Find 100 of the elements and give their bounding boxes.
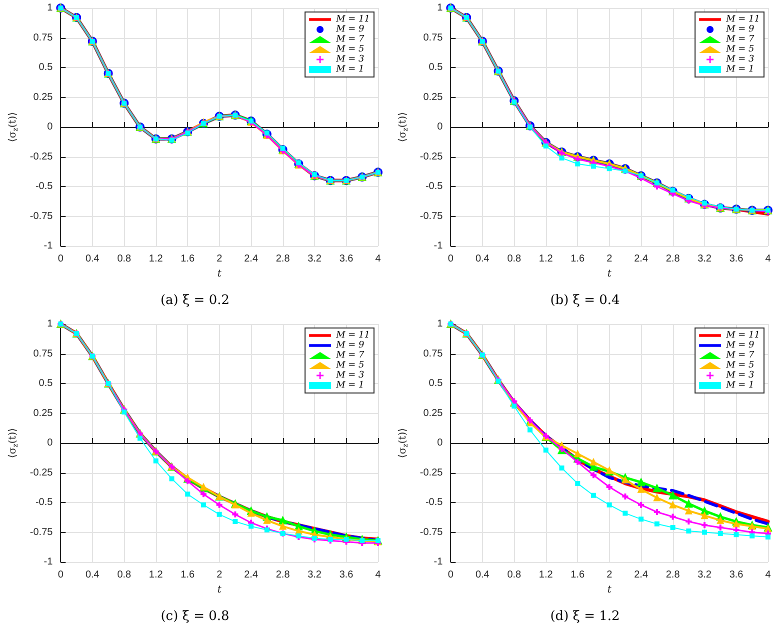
x-axis-title: t [607, 268, 612, 280]
y-tick-label: 0.25 [423, 92, 444, 103]
y-tick-label: 0 [47, 438, 54, 448]
x-tick-label: 0 [58, 254, 64, 264]
y-tick-label: 0.25 [33, 408, 54, 419]
x-tick-label: 0.4 [475, 570, 490, 580]
x-tick-label: 3.2 [308, 570, 322, 580]
x-tick-label: 1.6 [570, 254, 586, 264]
y-tick-label: 0.5 [428, 62, 444, 73]
y-tick-label: 0.5 [428, 378, 444, 389]
x-tick-label: 1.2 [148, 570, 164, 580]
legend-label: M = 1 [335, 64, 364, 74]
y-tick-label: -0.5 [35, 181, 54, 192]
legend-label: M = 7 [335, 350, 365, 360]
x-axis-title: t [607, 584, 612, 596]
y-tick-label: 0.75 [33, 348, 54, 360]
x-tick-label: 2.4 [634, 254, 648, 264]
y-tick-label: -1 [434, 240, 444, 252]
x-tick-label: 2 [216, 570, 223, 580]
x-tick-label: 2.4 [244, 570, 258, 580]
legend-label: M = 5 [335, 360, 365, 370]
x-tick-label: 0.4 [85, 254, 100, 264]
y-tick-label: -0.25 [30, 151, 54, 162]
legend-label: M = 1 [725, 380, 754, 390]
x-tick-label: 0 [448, 570, 454, 580]
legend-label: M = 7 [725, 350, 755, 360]
legend-label: M = 11 [725, 330, 760, 340]
legend-label: M = 9 [725, 24, 755, 34]
x-tick-label: 2 [606, 570, 613, 580]
text: (c) ξ = 0.8 [160, 609, 230, 624]
x-tick-label: 0.8 [507, 570, 522, 580]
x-tick-label: 4 [765, 254, 772, 264]
x-tick-label: 0 [448, 254, 454, 264]
x-tick-label: 1.2 [538, 254, 554, 264]
y-tick-label: -1 [434, 556, 444, 568]
x-tick-label: 3.6 [339, 570, 354, 580]
x-tick-label: 3.2 [698, 254, 712, 264]
legend-label: M = 9 [335, 24, 365, 34]
y-tick-label: 1 [47, 318, 54, 330]
y-tick-label: 0 [437, 122, 444, 132]
y-tick-label: 0.75 [423, 32, 444, 44]
x-tick-label: 2.4 [244, 254, 258, 264]
x-tick-label: 3.6 [729, 254, 744, 264]
legend-label: M = 3 [335, 370, 365, 380]
y-tick-label: -0.75 [30, 210, 54, 222]
text: (b) ξ = 0.4 [550, 293, 620, 308]
x-tick-label: 0.8 [117, 570, 132, 580]
y-tick-label: -0.5 [425, 181, 444, 192]
y-tick-label: -0.25 [420, 467, 444, 478]
y-tick-label: 0.25 [423, 408, 444, 419]
x-tick-label: 2.8 [276, 570, 290, 580]
legend-label: M = 3 [725, 54, 755, 64]
y-tick-label: 0.25 [33, 92, 54, 103]
y-tick-label: 1 [47, 2, 54, 14]
x-tick-label: 2 [216, 254, 223, 264]
legend-label: M = 11 [335, 330, 370, 340]
y-tick-label: -0.25 [30, 467, 54, 478]
x-tick-label: 2.8 [666, 254, 680, 264]
x-tick-label: 0.4 [85, 570, 100, 580]
legend-label: M = 1 [725, 64, 754, 74]
x-tick-label: 0 [58, 570, 64, 580]
x-tick-label: 1.2 [148, 254, 164, 264]
x-tick-label: 2.8 [666, 570, 680, 580]
x-tick-label: 1.6 [570, 570, 586, 580]
x-tick-label: 1.6 [180, 570, 196, 580]
x-tick-label: 4 [375, 254, 382, 264]
y-tick-label: -0.5 [35, 497, 54, 508]
y-tick-label: 0 [437, 438, 444, 448]
legend-label: M = 7 [725, 34, 755, 44]
x-tick-label: 2 [606, 254, 613, 264]
y-tick-label: 0.5 [38, 62, 54, 73]
y-tick-label: 1 [437, 318, 444, 330]
y-tick-label: -0.75 [420, 210, 444, 222]
legend-label: M = 3 [335, 54, 365, 64]
legend-label: M = 5 [335, 44, 365, 54]
legend-label: M = 3 [725, 370, 755, 380]
x-tick-label: 3.6 [729, 570, 744, 580]
y-tick-label: -1 [44, 556, 54, 568]
y-tick-label: 0.5 [38, 378, 54, 389]
legend-label: M = 5 [725, 360, 755, 370]
legend-label: M = 11 [335, 14, 370, 24]
x-tick-label: 0.8 [507, 254, 522, 264]
legend-label: M = 9 [335, 340, 365, 350]
x-tick-label: 3.6 [339, 254, 354, 264]
x-axis-title: t [217, 584, 222, 596]
y-tick-label: -1 [44, 240, 54, 252]
y-tick-label: 0.75 [423, 348, 444, 360]
legend-label: M = 7 [335, 34, 365, 44]
x-tick-label: 1.2 [538, 570, 554, 580]
x-tick-label: 4 [375, 570, 382, 580]
legend-label: M = 9 [725, 340, 755, 350]
y-tick-label: 0.75 [33, 32, 54, 44]
y-tick-label: 1 [437, 2, 444, 14]
x-tick-label: 3.2 [308, 254, 322, 264]
y-tick-label: 0 [47, 122, 54, 132]
y-tick-label: -0.75 [30, 526, 54, 538]
legend-label: M = 11 [725, 14, 760, 24]
legend-label: M = 1 [335, 380, 364, 390]
x-tick-label: 1.6 [180, 254, 196, 264]
x-tick-label: 0.8 [117, 254, 132, 264]
